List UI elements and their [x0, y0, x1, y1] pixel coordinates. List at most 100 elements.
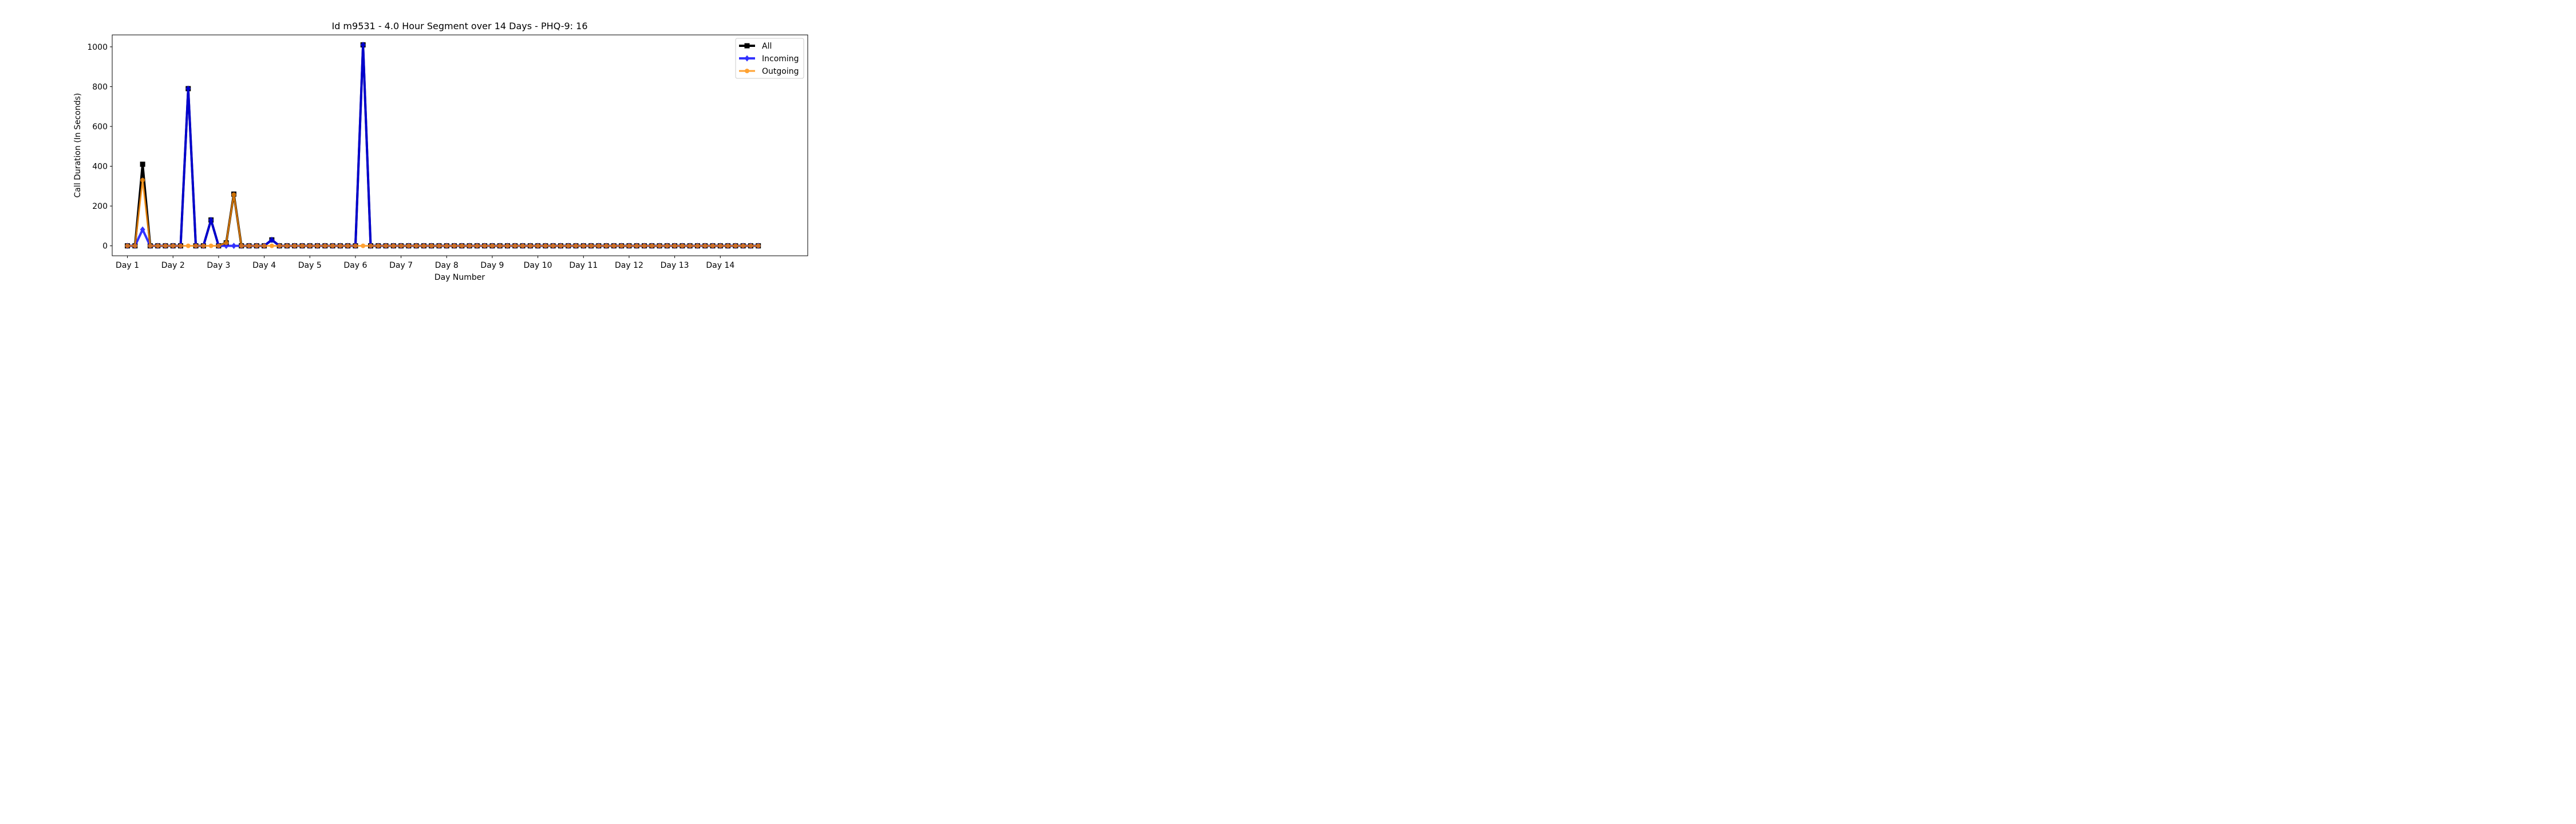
legend-label: All	[762, 42, 772, 51]
data-point	[201, 243, 206, 248]
legend-marker	[745, 69, 749, 73]
data-point	[269, 243, 274, 248]
data-point	[512, 243, 517, 248]
data-point	[391, 243, 396, 248]
data-point	[360, 41, 366, 48]
legend: All Incoming Outgoing	[735, 38, 804, 79]
data-point	[140, 177, 145, 183]
legend-label: Outgoing	[762, 67, 799, 76]
data-point	[231, 243, 236, 249]
x-tick-label: Day 2	[161, 261, 185, 270]
data-point	[140, 226, 145, 233]
legend-frame	[735, 38, 804, 79]
series-incoming	[125, 41, 761, 249]
data-point	[551, 243, 556, 248]
data-point	[528, 243, 533, 248]
data-point	[330, 243, 335, 248]
x-tick-label: Day 8	[435, 261, 459, 270]
data-point	[688, 243, 693, 248]
y-tick-label: 800	[92, 82, 108, 92]
plot-frame	[112, 34, 808, 256]
data-point	[733, 243, 738, 248]
data-point	[285, 243, 290, 248]
data-point	[322, 243, 327, 248]
series-all	[125, 42, 761, 249]
data-point	[725, 243, 730, 248]
data-point	[649, 243, 654, 248]
data-point	[414, 243, 419, 248]
data-point	[315, 243, 320, 248]
data-point	[338, 243, 343, 248]
data-point	[247, 243, 252, 248]
data-point	[672, 243, 677, 248]
x-tick-label: Day 1	[116, 261, 139, 270]
data-point	[406, 243, 411, 248]
data-point	[505, 243, 510, 248]
data-point	[262, 243, 267, 248]
x-tick-label: Day 5	[298, 261, 322, 270]
data-point	[239, 243, 244, 248]
data-point	[368, 243, 373, 248]
x-tick-label: Day 6	[343, 261, 367, 270]
y-tick-label: 600	[92, 122, 108, 132]
y-tick-label: 200	[92, 202, 108, 211]
data-point	[429, 243, 434, 248]
data-point	[384, 243, 389, 248]
x-tick-label: Day 13	[661, 261, 689, 270]
data-point	[475, 243, 480, 248]
x-tick-label: Day 14	[706, 261, 734, 270]
data-point	[748, 243, 753, 248]
data-point	[421, 243, 426, 248]
data-point	[611, 243, 617, 248]
data-point	[695, 243, 700, 248]
legend-item	[739, 55, 755, 62]
data-point	[361, 243, 366, 248]
data-point	[140, 161, 145, 167]
data-point	[741, 243, 746, 248]
x-tick-label: Day 4	[252, 261, 276, 270]
data-point	[574, 243, 578, 248]
data-point	[132, 243, 137, 248]
x-tick-label: Day 3	[207, 261, 230, 270]
data-point	[345, 243, 350, 248]
data-point	[171, 243, 176, 248]
data-point	[710, 243, 716, 248]
axes: 0 200 400 600 800 1000 Day 1 Day 2 Day 3 Day 4 Day…	[87, 43, 734, 270]
data-point	[497, 243, 503, 248]
data-point	[718, 243, 723, 248]
data-point	[520, 243, 526, 248]
data-point	[619, 243, 624, 248]
plot-area	[125, 41, 761, 249]
data-point	[193, 243, 199, 248]
data-point	[444, 243, 449, 248]
series-line	[127, 179, 758, 247]
data-point	[489, 243, 495, 248]
data-point	[543, 243, 548, 248]
data-point	[155, 243, 160, 248]
x-tick-label: Day 11	[569, 261, 598, 270]
legend-label: Incoming	[762, 54, 799, 64]
data-point	[299, 243, 305, 248]
data-point	[353, 243, 358, 248]
data-point	[604, 243, 609, 248]
legend-item	[739, 69, 755, 73]
data-point	[535, 243, 540, 248]
data-point	[452, 243, 457, 248]
x-tick-label: Day 7	[389, 261, 413, 270]
chart: Id m9531 - 4.0 Hour Segment over 14 Days…	[73, 21, 808, 282]
data-point	[185, 85, 191, 92]
data-point	[163, 243, 168, 248]
data-point	[269, 236, 275, 243]
x-tick-label: Day 9	[480, 261, 504, 270]
data-point	[596, 243, 601, 248]
data-point	[398, 243, 404, 248]
legend-marker	[744, 43, 750, 49]
data-point	[679, 243, 685, 248]
data-point	[588, 243, 594, 248]
y-tick-label: 400	[92, 163, 108, 172]
data-point	[702, 243, 708, 248]
series-line	[127, 43, 758, 247]
chart-title: Id m9531 - 4.0 Hour Segment over 14 Days…	[331, 21, 587, 31]
y-axis-label: Call Duration (In Seconds)	[73, 93, 82, 197]
series-outgoing	[125, 177, 761, 248]
